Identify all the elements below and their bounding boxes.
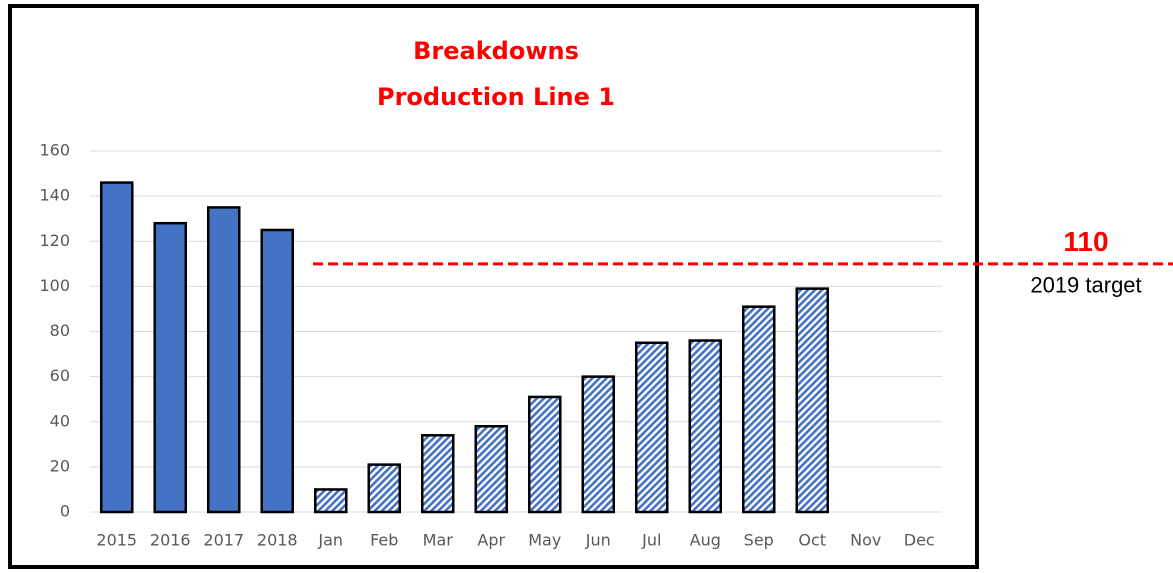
- x-tick-label: May: [528, 531, 561, 550]
- bar: [99, 181, 134, 514]
- bar: [153, 221, 188, 514]
- bar: [474, 425, 509, 514]
- x-tick-label: 2016: [150, 531, 191, 550]
- bar: [367, 463, 402, 514]
- x-tick-label: Dec: [904, 531, 935, 550]
- x-tick-label: 2018: [257, 531, 298, 550]
- x-tick-label: Nov: [850, 531, 881, 550]
- target-label: 2019 target: [1030, 273, 1141, 298]
- y-tick-label: 100: [39, 276, 70, 295]
- y-tick-label: 140: [39, 186, 70, 205]
- chart-title: Production Line 1: [377, 83, 615, 111]
- bar: [420, 434, 455, 514]
- y-tick-label: 0: [60, 502, 70, 521]
- x-tick-label: Jun: [585, 531, 611, 550]
- x-tick-label: Oct: [798, 531, 826, 550]
- chart-title: Breakdowns: [413, 37, 579, 65]
- bar: [313, 488, 348, 514]
- x-tick-label: Sep: [744, 531, 774, 550]
- x-tick-label: Feb: [370, 531, 398, 550]
- y-tick-label: 120: [39, 231, 70, 250]
- y-tick-label: 20: [50, 456, 70, 475]
- x-tick-label: 2017: [203, 531, 244, 550]
- x-tick-label: Apr: [477, 531, 505, 550]
- bar: [634, 341, 669, 514]
- x-tick-label: Jul: [641, 531, 661, 550]
- target-value: 110: [1063, 226, 1108, 257]
- bar: [260, 228, 295, 514]
- y-tick-label: 160: [39, 141, 70, 160]
- bar: [581, 375, 616, 514]
- bar: [527, 395, 562, 514]
- bar: [795, 287, 830, 514]
- x-tick-label: 2015: [96, 531, 137, 550]
- bar: [206, 206, 241, 514]
- y-tick-label: 80: [50, 321, 70, 340]
- bar: [688, 339, 723, 514]
- y-tick-label: 40: [50, 411, 70, 430]
- x-tick-label: Aug: [690, 531, 721, 550]
- x-tick-label: Jan: [317, 531, 343, 550]
- bar: [741, 305, 776, 514]
- y-tick-label: 60: [50, 366, 70, 385]
- x-tick-label: Mar: [423, 531, 454, 550]
